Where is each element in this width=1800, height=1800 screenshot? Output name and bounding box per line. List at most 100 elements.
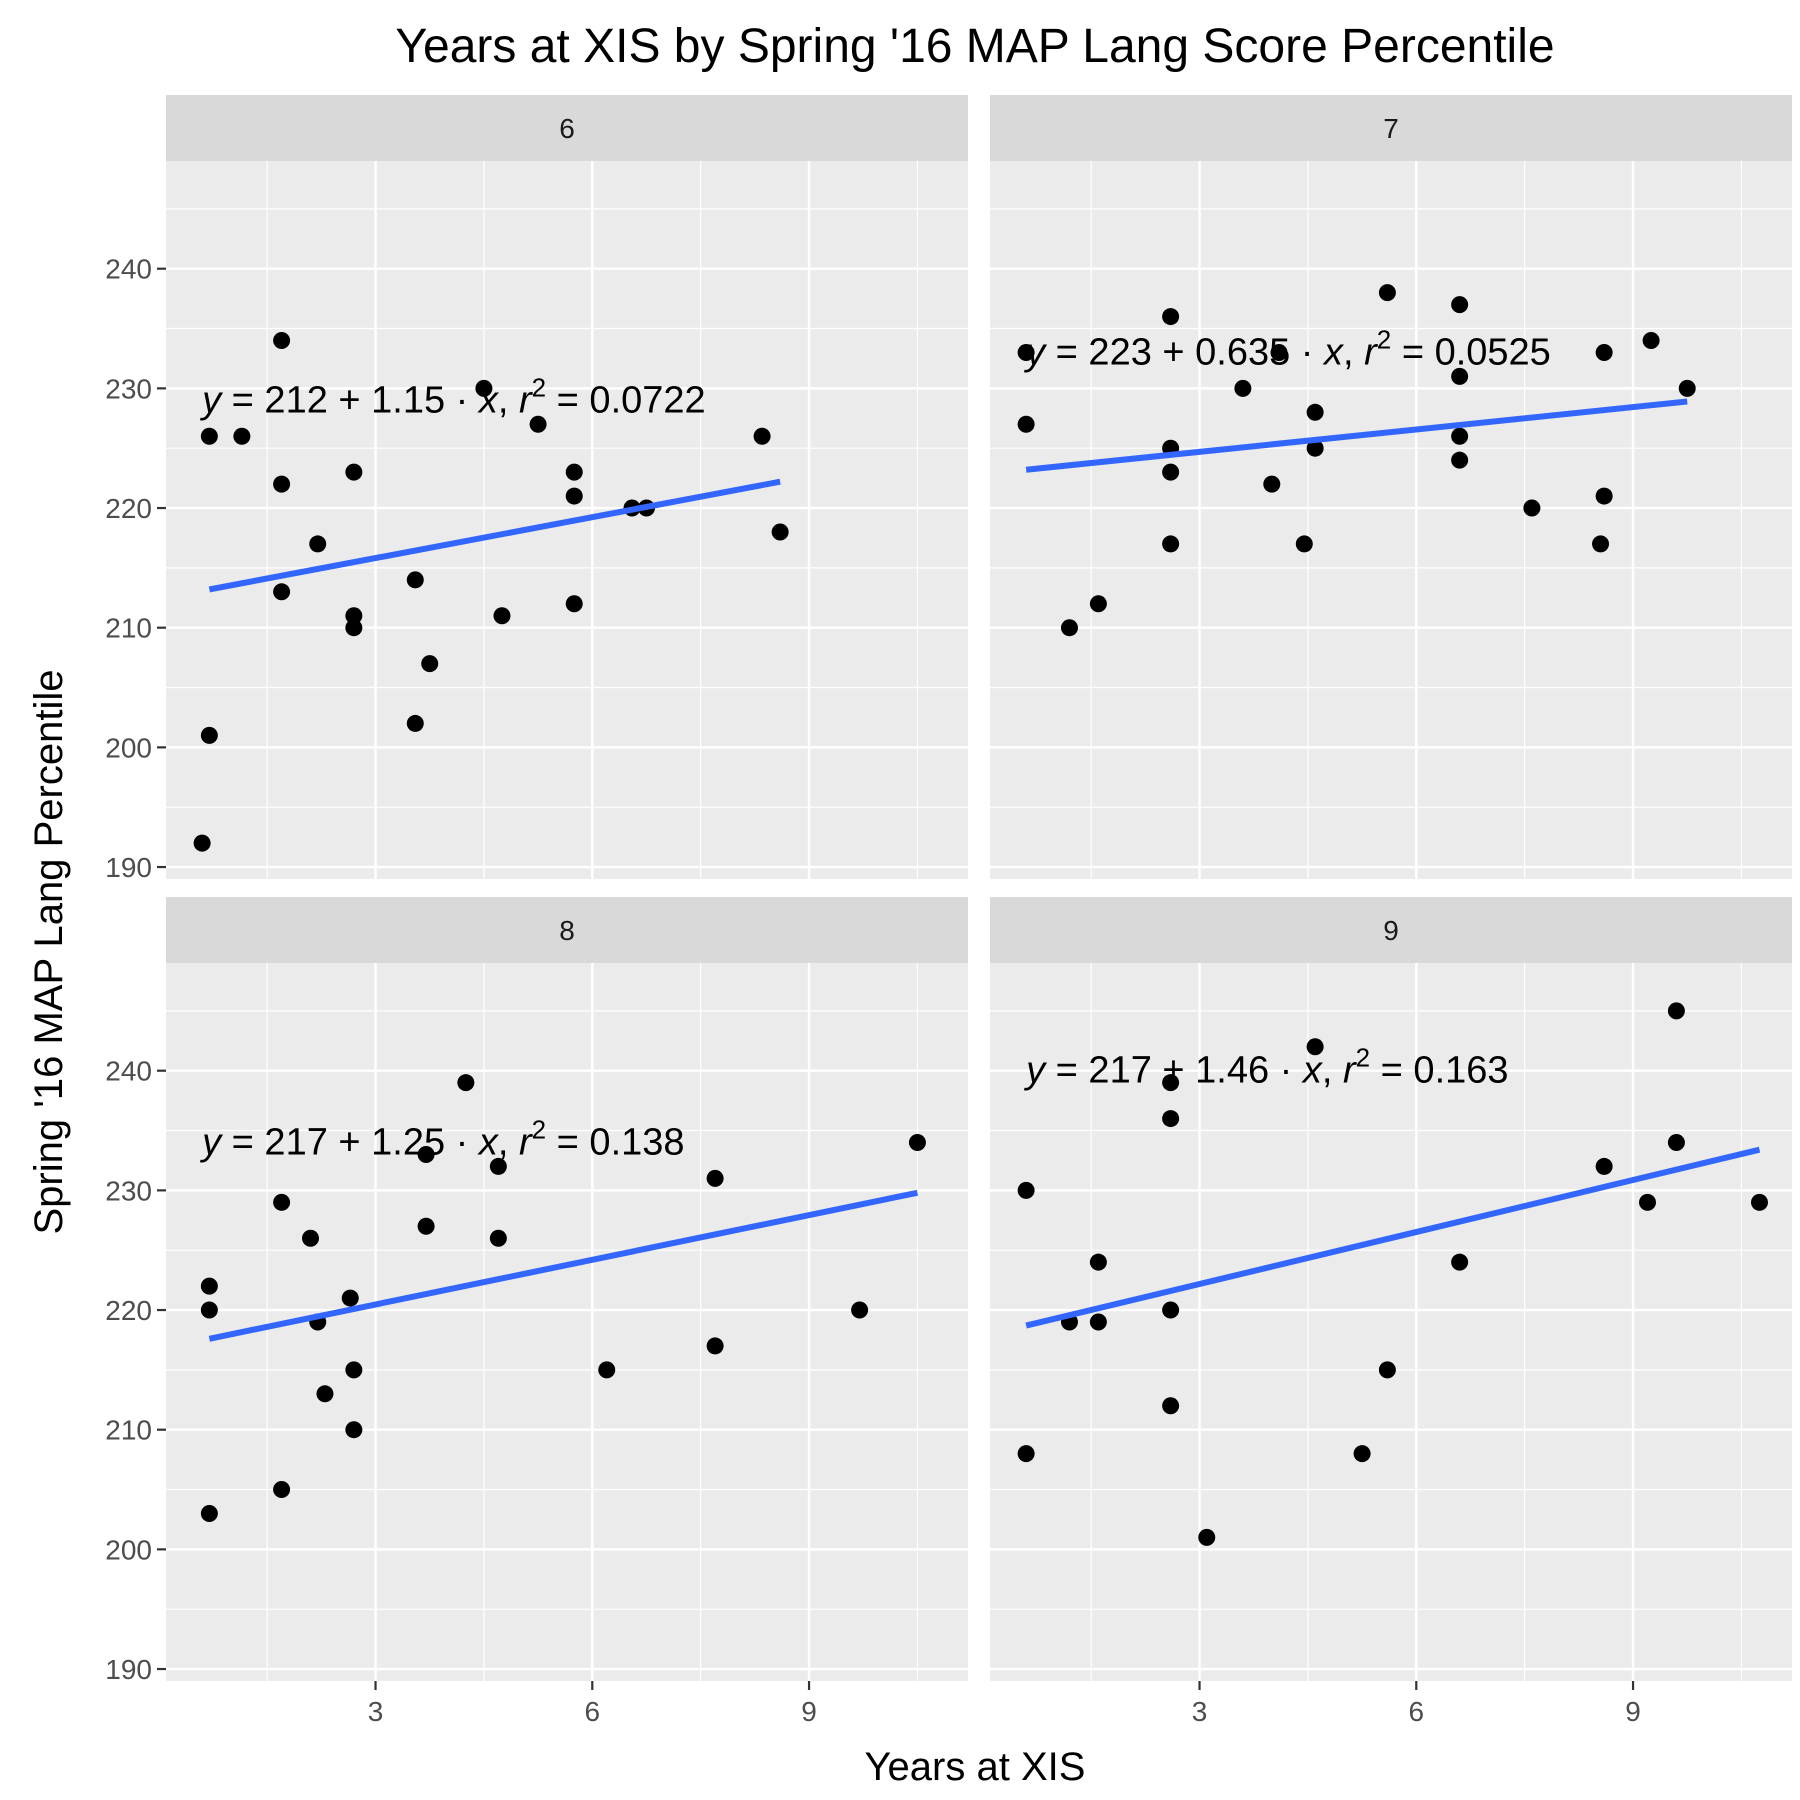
data-point [1060,619,1078,637]
regression-line [1025,398,1688,473]
data-point [421,655,439,673]
regression-equation-label: y = 212 + 1.15 · x, r2 = 0.0722 [199,372,706,421]
data-point [457,1074,475,1092]
y-tick-label: 200 [105,1534,152,1565]
x-tick-label: 6 [1408,1696,1424,1727]
data-point [1306,403,1324,421]
data-point [1162,1074,1180,1092]
data-point [1198,1528,1216,1546]
data-point [753,427,771,445]
y-tick-label: 210 [105,613,152,644]
data-point [417,1145,435,1163]
regression-equation-label: y = 217 + 1.46 · x, r2 = 0.163 [1023,1043,1508,1092]
facet-strip [166,95,968,161]
facet-strip [990,897,1792,963]
data-point [475,379,493,397]
data-point [489,1229,507,1247]
data-point [1595,487,1613,505]
data-point [1592,535,1610,553]
facet-panel-8: 8 190 200 210 220 230 240 3 6 9 y = 217 + 1.25 · x… [105,897,968,1727]
y-tick-label: 220 [105,1295,152,1326]
data-point [1523,499,1541,517]
data-point [273,332,291,349]
x-tick-label: 3 [368,1696,384,1727]
data-point [273,1481,291,1499]
data-point [598,1361,616,1379]
data-point [565,595,583,613]
chart-title: Years at XIS by Spring '16 MAP Lang Scor… [395,20,1554,73]
data-point [1353,1445,1371,1463]
data-point [1162,1301,1180,1319]
x-tick-label: 3 [1192,1696,1208,1727]
data-point [493,607,511,625]
data-point [200,1504,218,1522]
facet-strip-label: 8 [559,915,575,946]
data-point [1017,1181,1035,1199]
data-point [1378,1361,1396,1379]
data-point [1667,1002,1685,1020]
data-point [200,726,218,744]
data-point [1162,463,1180,481]
x-axis-title: Years at XIS [865,1745,1086,1789]
data-point [1642,332,1660,349]
data-point [1306,1038,1324,1056]
regression-line [208,1189,919,1342]
data-point [489,1157,507,1175]
regression-line [208,478,781,593]
data-point [1595,1157,1613,1175]
regression-equation-label: y = 223 + 0.635 · x, r2 = 0.0525 [1023,324,1551,373]
data-point [771,523,789,541]
data-point [302,1229,320,1247]
data-point [406,571,424,589]
data-point [1667,1134,1685,1151]
facet-panel-6: 6 190 200 210 220 230 240 y = 212 + 1.15 · x, r… [105,95,968,883]
data-point [1089,595,1107,613]
data-point [193,834,211,852]
y-tick-label: 220 [105,493,152,524]
data-point [1306,439,1324,457]
facet-strip-label: 9 [1383,915,1399,946]
x-tick-label: 9 [801,1696,817,1727]
data-point [273,583,291,601]
data-point [1263,475,1281,493]
panel-background [990,161,1792,879]
data-point [1017,415,1035,433]
data-point [565,463,583,481]
data-point [1234,379,1252,397]
facet-panels: 6 190 200 210 220 230 240 y = 212 + 1.15 · x, r… [105,95,1792,1727]
data-point [706,1169,724,1187]
data-point [1378,284,1396,302]
data-point [565,487,583,505]
x-tick-label: 6 [584,1696,600,1727]
data-point [1451,451,1469,469]
data-point [200,1301,218,1319]
data-point [1678,379,1696,397]
data-point [1750,1193,1768,1211]
data-point [1089,1253,1107,1271]
y-tick-label: 190 [105,852,152,883]
facet-strip-label: 6 [559,113,575,144]
panel-background [990,963,1792,1681]
data-point [273,475,291,493]
facet-strip [166,897,968,963]
data-point [1162,535,1180,553]
data-point [1089,1313,1107,1331]
data-point [1017,343,1035,361]
data-point [406,714,424,732]
y-tick-label: 200 [105,732,152,763]
data-point [851,1301,869,1319]
data-point [1451,427,1469,445]
y-tick-label: 210 [105,1415,152,1446]
facet-panel-7: 7 y = 223 + 0.635 · x, r2 = 0.0525 [990,95,1792,879]
facet-strip [990,95,1792,161]
data-point [345,463,363,481]
data-point [1162,1397,1180,1415]
data-point [1595,343,1613,361]
y-tick-label: 240 [105,254,152,285]
data-point [200,427,218,445]
data-point [417,1217,435,1235]
facet-panel-9: 9 3 6 9 y = 217 + 1.46 · x, r2 = 0.163 [990,897,1792,1727]
y-tick-label: 230 [105,1175,152,1206]
x-tick-label: 9 [1625,1696,1641,1727]
